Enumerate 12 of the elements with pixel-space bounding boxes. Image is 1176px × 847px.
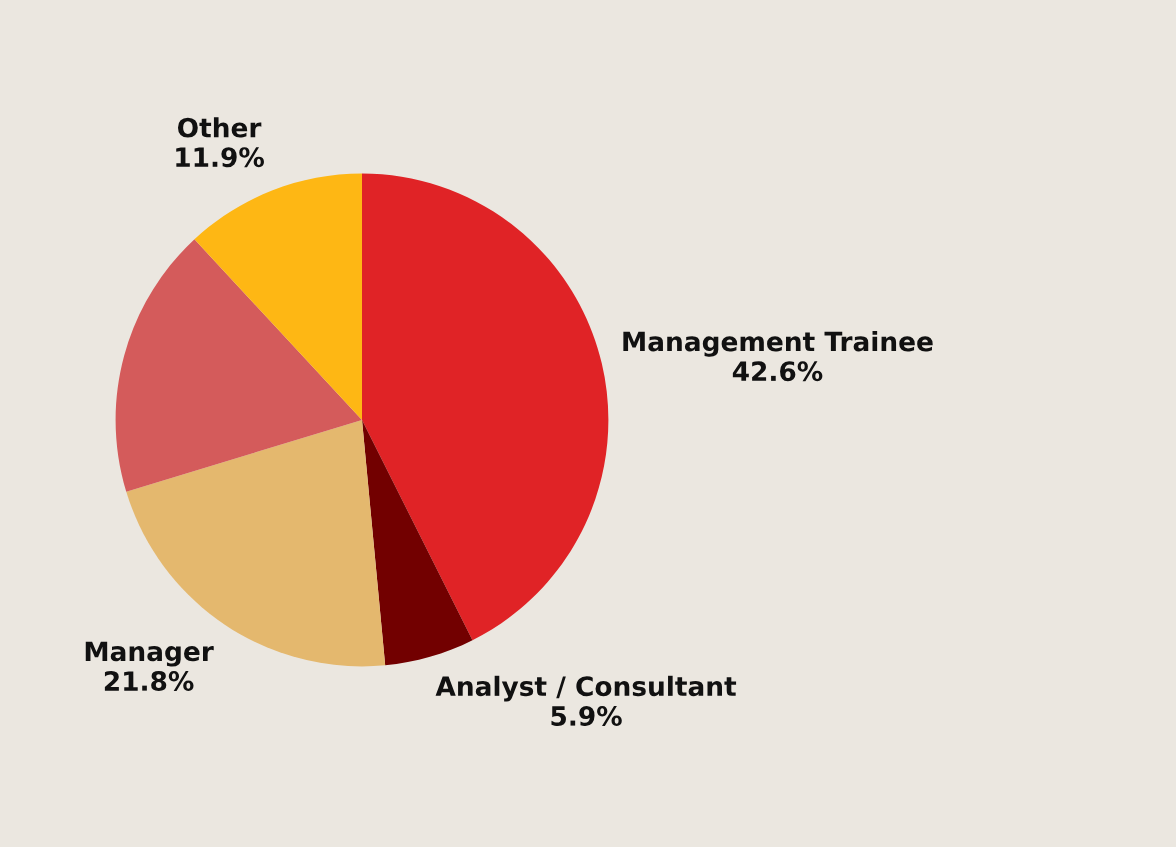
- data-label: 11.9%: [176, 147, 264, 168]
- pie-slice: [362, 420, 473, 666]
- pie-slice: [194, 173, 362, 420]
- pie-slice: [362, 173, 609, 641]
- data-label: 21.8%: [104, 671, 194, 692]
- data-label: 5.9%: [551, 706, 622, 726]
- slice-label: Analyst / Consultant: [435, 675, 737, 702]
- data-label: 42.6%: [732, 361, 823, 382]
- slice-label: Other: [177, 117, 262, 138]
- slice-label: Manager: [85, 641, 214, 667]
- slice-label: Management Trainee: [623, 331, 933, 357]
- pie-slice: [115, 239, 362, 492]
